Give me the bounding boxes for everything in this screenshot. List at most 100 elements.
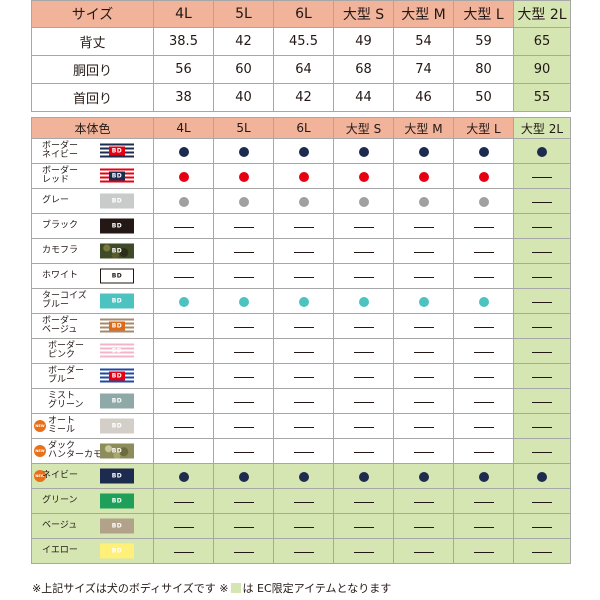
color-name: グレー <box>42 195 70 206</box>
availability-cell <box>393 313 454 339</box>
color-name: ボーダー ブルー <box>48 366 85 385</box>
availability-cell <box>453 238 514 264</box>
available-dot <box>238 472 249 482</box>
availability-cell <box>333 163 394 189</box>
availability-cell <box>213 238 274 264</box>
unavailable-dash <box>353 351 374 353</box>
color-name: ボーダー ネイビー <box>42 141 79 160</box>
unavailable-dash <box>473 226 494 228</box>
color-name: ボーダー レッド <box>42 166 79 185</box>
color-label-cell: ターコイズ ブルー BD <box>31 288 154 314</box>
availability-cell <box>213 513 274 539</box>
unavailable-dash <box>353 451 374 453</box>
swatch-logo: BD <box>111 447 123 455</box>
unavailable-dash <box>293 526 314 528</box>
availability-cell <box>333 188 394 214</box>
swatch-logo: BD <box>111 347 123 355</box>
available-dot <box>298 472 309 482</box>
color-label-cell: NEW オート ミール BD <box>31 413 154 439</box>
unavailable-dash <box>473 526 494 528</box>
unavailable-dash <box>413 551 434 553</box>
availability-cell <box>153 238 214 264</box>
unavailable-dash <box>413 251 434 253</box>
unavailable-dash <box>473 426 494 428</box>
availability-cell <box>213 188 274 214</box>
unavailable-dash <box>173 426 194 428</box>
color-row: NEW ネイビー BD <box>31 463 571 489</box>
availability-cell <box>333 388 394 414</box>
availability-cell <box>273 263 334 289</box>
availability-cell <box>453 313 514 339</box>
unavailable-dash <box>473 351 494 353</box>
swatch-logo: BD <box>111 547 123 555</box>
available-dot <box>358 147 369 157</box>
availability-cell <box>513 188 571 214</box>
size-value: 46 <box>393 83 454 112</box>
color-swatch: BD <box>100 543 134 559</box>
color-name: ミスト グリーン <box>48 391 84 410</box>
availability-cell <box>393 538 454 564</box>
unavailable-dash <box>473 551 494 553</box>
unavailable-dash <box>532 351 552 353</box>
unavailable-dash <box>532 251 552 253</box>
size-corner-label: サイズ <box>31 0 154 28</box>
available-dot <box>537 147 547 157</box>
unavailable-dash <box>413 451 434 453</box>
unavailable-dash <box>293 351 314 353</box>
unavailable-dash <box>293 451 314 453</box>
available-dot <box>238 197 249 207</box>
color-name: グリーン <box>42 495 78 506</box>
available-dot <box>358 172 369 182</box>
unavailable-dash <box>413 376 434 378</box>
swatch-logo: BD <box>111 422 123 430</box>
unavailable-dash <box>413 526 434 528</box>
size-header-row: サイズ 4L 5L 6L 大型 S 大型 M 大型 L 大型 2L <box>31 0 571 28</box>
availability-cell <box>513 288 571 314</box>
swatch-logo: BD <box>111 222 123 230</box>
unavailable-dash <box>413 426 434 428</box>
availability-cell <box>513 463 571 489</box>
unavailable-dash <box>353 226 374 228</box>
swatch-logo: BD <box>111 272 123 280</box>
availability-cell <box>153 538 214 564</box>
availability-cell <box>333 463 394 489</box>
color-swatch: BD <box>100 318 134 334</box>
availability-cell <box>213 388 274 414</box>
color-name: ターコイズ ブルー <box>42 291 87 310</box>
size-row: 胴回り 56 60 64 68 74 80 90 <box>31 55 571 84</box>
availability-cell <box>393 363 454 389</box>
color-swatch: BD <box>100 193 134 209</box>
size-value: 68 <box>333 55 394 84</box>
unavailable-dash <box>353 426 374 428</box>
unavailable-dash <box>173 551 194 553</box>
available-dot <box>478 197 489 207</box>
availability-cell <box>213 263 274 289</box>
unavailable-dash <box>173 451 194 453</box>
availability-cell <box>513 363 571 389</box>
availability-cell <box>393 463 454 489</box>
unavailable-dash <box>293 251 314 253</box>
color-row: ターコイズ ブルー BD <box>31 288 571 314</box>
swatch-logo: BD <box>108 321 126 331</box>
size-value: 42 <box>273 83 334 112</box>
availability-cell <box>153 513 214 539</box>
color-row: ベージュ BD <box>31 513 571 539</box>
unavailable-dash <box>173 326 194 328</box>
color-swatch: BD <box>100 418 134 434</box>
size-value: 90 <box>513 55 571 84</box>
swatch-logo: BD <box>108 146 126 156</box>
availability-cell <box>273 488 334 514</box>
availability-cell <box>153 338 214 364</box>
availability-cell <box>153 388 214 414</box>
swatch-logo: BD <box>111 497 123 505</box>
availability-cell <box>153 213 214 239</box>
availability-cell <box>153 138 214 164</box>
availability-cell <box>213 163 274 189</box>
color-row: カモフラ BD <box>31 238 571 264</box>
unavailable-dash <box>173 376 194 378</box>
color-swatch: BD <box>100 268 134 284</box>
unavailable-dash <box>532 201 552 203</box>
size-value: 40 <box>213 83 274 112</box>
unavailable-dash <box>293 376 314 378</box>
color-size-header-2: 6L <box>273 117 334 139</box>
